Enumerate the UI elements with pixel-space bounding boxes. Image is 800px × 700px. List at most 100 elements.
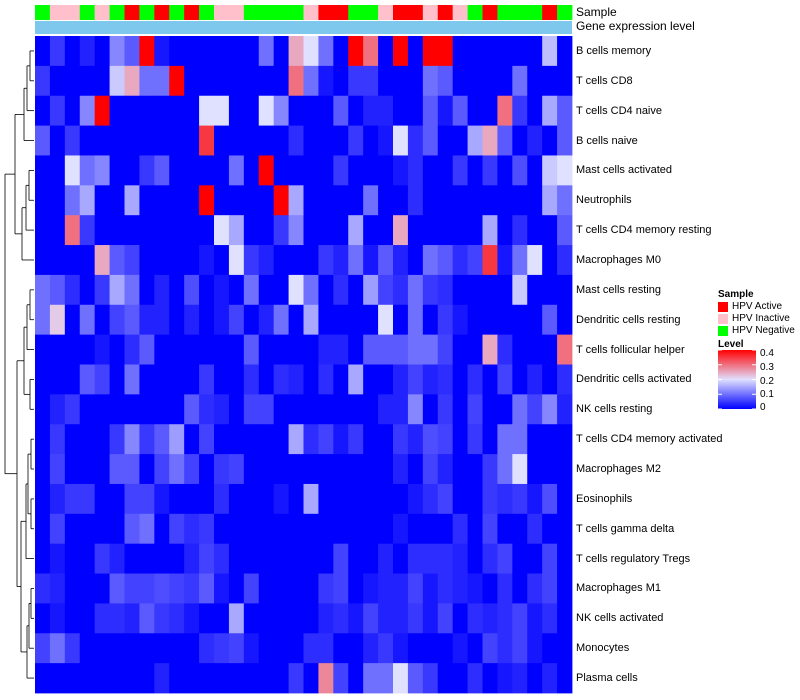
heatmap-cell xyxy=(169,215,185,246)
heatmap-cell xyxy=(243,274,260,306)
heatmap-cell xyxy=(557,95,573,126)
heatmap-cell xyxy=(199,603,215,634)
heatmap-cell xyxy=(35,394,51,425)
heatmap-cell xyxy=(318,155,334,186)
legend-level-tick: 0.4 xyxy=(760,348,774,359)
heatmap-cell xyxy=(512,215,528,246)
heatmap-cell xyxy=(303,215,319,246)
heatmap-cell xyxy=(318,364,334,395)
heatmap-cell xyxy=(467,663,483,694)
legend-swatches xyxy=(718,302,756,410)
heatmap-cell xyxy=(512,364,528,395)
heatmap-cell xyxy=(35,633,51,664)
heatmap-cell xyxy=(109,603,125,634)
heatmap-cell xyxy=(378,633,394,664)
heatmap-cell xyxy=(199,155,215,186)
heatmap-cell xyxy=(467,394,483,425)
heatmap-cell xyxy=(542,36,558,67)
heatmap-cell xyxy=(49,334,66,365)
heatmap-cell xyxy=(288,65,304,97)
row-label: Macrophages M0 xyxy=(576,253,661,266)
heatmap-cell xyxy=(49,543,66,574)
heatmap-cell xyxy=(199,304,215,336)
sample-annotation-cell xyxy=(542,5,558,20)
heatmap-cell xyxy=(497,304,513,336)
heatmap-cell xyxy=(184,633,200,664)
heatmap-cell xyxy=(64,65,81,97)
heatmap-cell xyxy=(214,513,230,545)
heatmap-cell xyxy=(512,424,528,455)
heatmap-cell xyxy=(333,155,349,186)
heatmap-cell xyxy=(169,155,185,186)
heatmap-cell xyxy=(124,245,140,276)
heatmap-cell xyxy=(378,394,394,425)
heatmap-cell xyxy=(109,663,125,694)
heatmap-cell xyxy=(363,364,379,395)
heatmap-cell xyxy=(437,125,454,156)
heatmap-cell xyxy=(64,663,81,694)
heatmap-cell xyxy=(363,513,379,545)
heatmap-cell xyxy=(258,245,275,276)
heatmap-cell xyxy=(303,334,319,365)
heatmap-cell xyxy=(169,394,185,425)
heatmap-cell xyxy=(497,394,513,425)
sample-annotation-cell xyxy=(497,5,513,20)
heatmap-cell xyxy=(303,155,319,186)
heatmap-cell xyxy=(437,633,454,664)
heatmap-cell xyxy=(288,513,304,545)
heatmap-cell xyxy=(527,125,543,156)
heatmap-cell xyxy=(437,215,454,246)
heatmap-cell xyxy=(184,543,200,574)
row-label: Macrophages M1 xyxy=(576,582,661,595)
heatmap-cell xyxy=(288,95,304,126)
heatmap-cell xyxy=(139,304,155,336)
heatmap-cell xyxy=(512,603,528,634)
heatmap-cell xyxy=(393,245,409,276)
heatmap-cell xyxy=(303,454,319,485)
heatmap-cell xyxy=(199,454,215,485)
heatmap-cell xyxy=(109,245,125,276)
heatmap-cell xyxy=(273,125,289,156)
heatmap-cell xyxy=(363,334,379,365)
heatmap-cell xyxy=(303,573,319,604)
heatmap-cell xyxy=(243,633,260,664)
heatmap-cell xyxy=(512,125,528,156)
heatmap-cell xyxy=(49,603,66,634)
heatmap-cell xyxy=(288,185,304,216)
heatmap-cell xyxy=(482,573,498,604)
heatmap-cell xyxy=(288,125,304,156)
heatmap-cell xyxy=(214,215,230,246)
heatmap-cell xyxy=(437,603,454,634)
heatmap-cell xyxy=(512,274,528,306)
heatmap-cell xyxy=(407,454,424,485)
heatmap-cell xyxy=(393,454,409,485)
row-label: T cells follicular helper xyxy=(576,343,685,356)
heatmap-cell xyxy=(288,633,304,664)
heatmap-cell xyxy=(422,483,439,515)
heatmap-cell xyxy=(557,513,573,545)
row-label: Dendritic cells resting xyxy=(576,313,681,326)
heatmap-cell xyxy=(169,424,185,455)
heatmap-cell xyxy=(333,36,349,67)
heatmap-cell xyxy=(557,36,573,67)
heatmap-cell xyxy=(407,36,424,67)
heatmap-cell xyxy=(184,185,200,216)
heatmap-cell xyxy=(348,334,364,365)
row-label: Neutrophils xyxy=(576,194,632,207)
heatmap-cell xyxy=(497,274,513,306)
heatmap-cell xyxy=(79,483,96,515)
heatmap-cell xyxy=(214,424,230,455)
heatmap-cell xyxy=(79,36,96,67)
heatmap-cell xyxy=(527,394,543,425)
heatmap-cell xyxy=(527,36,543,67)
heatmap-cell xyxy=(288,543,304,574)
sample-annotation-cell xyxy=(467,5,483,20)
heatmap-cell xyxy=(243,364,260,395)
heatmap-cell xyxy=(288,454,304,485)
heatmap-cell xyxy=(258,454,275,485)
heatmap-cell xyxy=(154,394,170,425)
heatmap-cell xyxy=(139,513,155,545)
gene-expression-bar xyxy=(35,21,572,34)
heatmap-cell xyxy=(94,185,110,216)
heatmap-cell xyxy=(393,483,409,515)
